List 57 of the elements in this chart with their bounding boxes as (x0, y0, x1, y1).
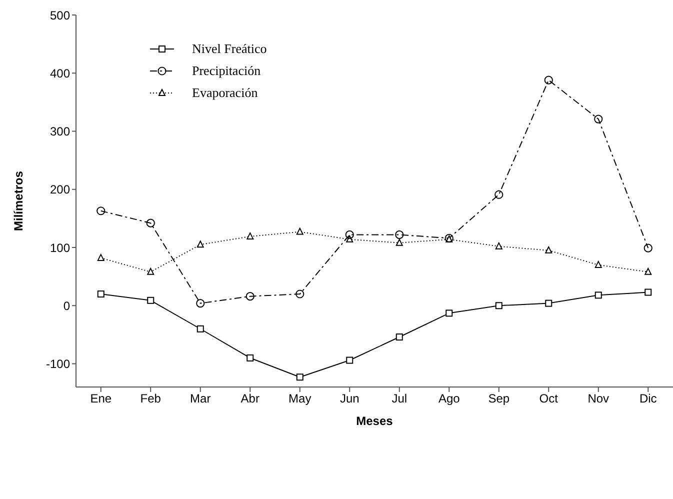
x-tick-label: Nov (588, 392, 610, 406)
point (494, 190, 504, 199)
point (446, 310, 453, 317)
y-tick-label: 500 (50, 8, 70, 22)
legend-label: Nivel Freático (192, 41, 267, 57)
x-tick-label: Dic (639, 392, 657, 406)
point (196, 325, 204, 332)
point (246, 232, 254, 240)
point (97, 290, 104, 298)
y-tick-label: 400 (50, 66, 70, 80)
point (96, 206, 106, 216)
x-tick-label: Sep (488, 392, 510, 406)
y-tick-label: -100 (46, 357, 70, 372)
point (495, 242, 502, 250)
point (545, 300, 552, 307)
point (246, 292, 254, 301)
x-tick-label: May (288, 392, 312, 406)
point (146, 218, 155, 228)
point (246, 354, 254, 362)
point (147, 268, 154, 275)
point (196, 240, 204, 248)
x-tick-label: Oct (539, 392, 559, 406)
legend-label: Precipitación (192, 63, 261, 79)
y-tick-label: 100 (50, 240, 70, 255)
x-tick-label: Feb (140, 392, 162, 406)
point (594, 114, 603, 124)
x-tick-label: Jun (340, 392, 360, 406)
point (296, 374, 304, 381)
legend-label: Evaporación (192, 85, 258, 101)
x-tick-label: Jul (392, 392, 408, 406)
y-tick-label: 0 (63, 298, 70, 313)
point (544, 76, 553, 84)
point (644, 268, 652, 275)
point (97, 254, 104, 261)
point (644, 288, 652, 296)
point (495, 302, 502, 310)
point (396, 238, 403, 246)
x-tick-label: Abr (240, 392, 260, 406)
x-tick-label: Ene (90, 392, 112, 406)
point (545, 246, 552, 254)
point (396, 334, 403, 341)
x-axis-title: Meses (356, 414, 394, 428)
point (345, 230, 354, 240)
point (196, 299, 205, 308)
point (147, 296, 154, 304)
x-tick-label: Ago (438, 392, 460, 406)
y-tick-label: 300 (50, 124, 70, 139)
point (644, 244, 652, 252)
y-tick-label: 200 (50, 182, 70, 197)
point (296, 290, 304, 298)
point (594, 292, 602, 299)
x-tick-label: Mar (190, 392, 211, 406)
point (594, 260, 602, 268)
point (296, 228, 304, 235)
y-axis-title: Milímetros (11, 170, 26, 232)
point (346, 356, 354, 364)
point (395, 230, 404, 240)
